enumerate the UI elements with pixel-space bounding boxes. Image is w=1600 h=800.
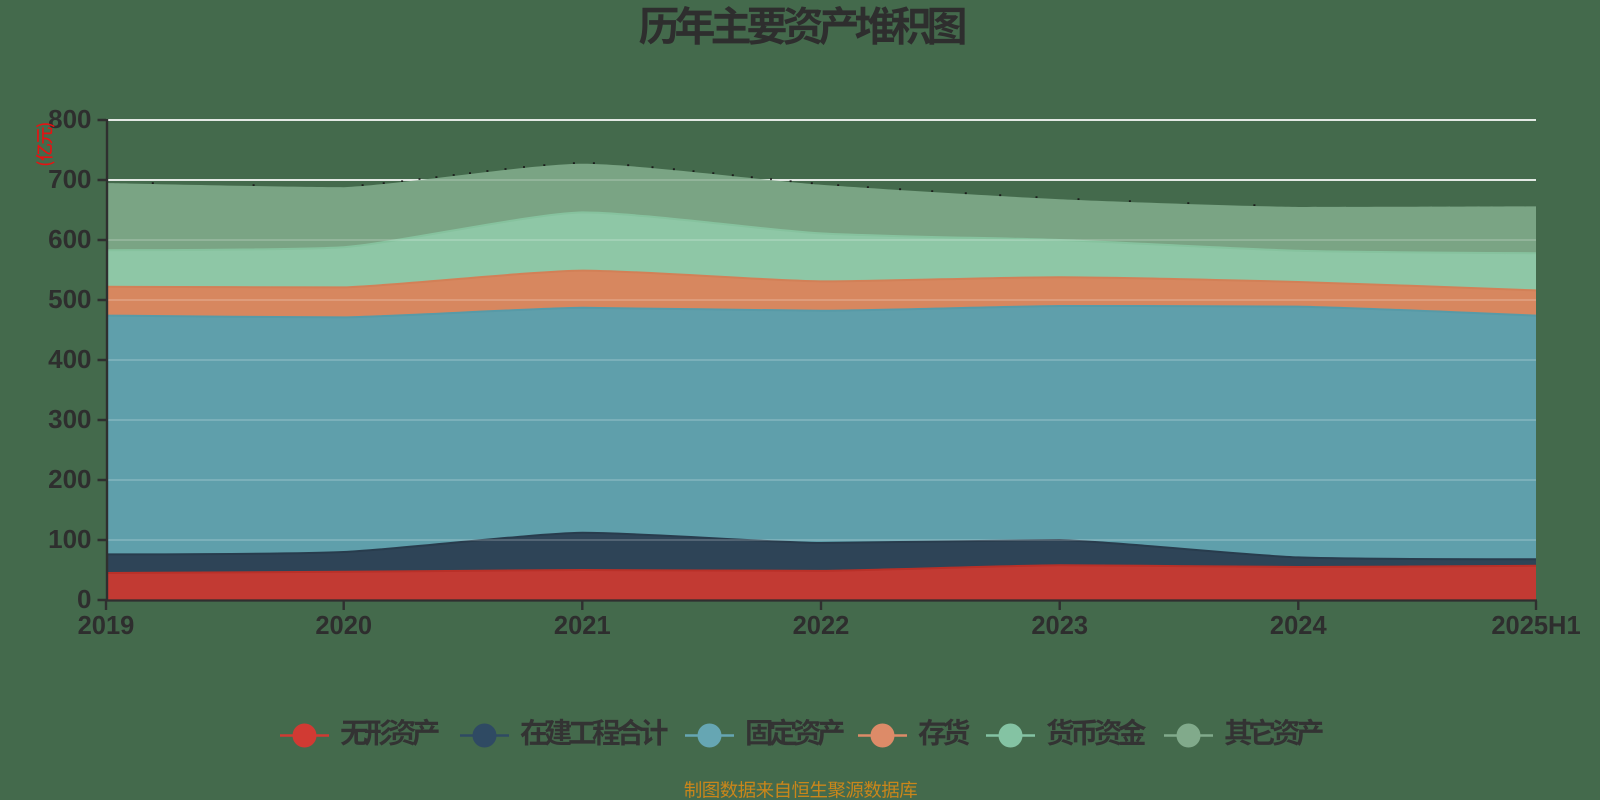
svg-text:500: 500 bbox=[48, 284, 91, 314]
svg-text:300: 300 bbox=[48, 404, 91, 434]
svg-text:2023: 2023 bbox=[1031, 612, 1088, 640]
svg-text:2019: 2019 bbox=[78, 612, 135, 640]
svg-text:2025H1: 2025H1 bbox=[1491, 612, 1580, 640]
svg-text:700: 700 bbox=[48, 164, 91, 194]
svg-text:2024: 2024 bbox=[1270, 612, 1328, 640]
svg-text:2020: 2020 bbox=[315, 612, 372, 640]
svg-text:2022: 2022 bbox=[793, 612, 850, 640]
svg-text:0: 0 bbox=[77, 584, 91, 614]
svg-text:600: 600 bbox=[48, 224, 91, 254]
svg-text:800: 800 bbox=[48, 104, 91, 134]
svg-text:200: 200 bbox=[48, 464, 91, 494]
svg-text:400: 400 bbox=[48, 344, 91, 374]
svg-text:2021: 2021 bbox=[554, 612, 611, 640]
svg-text:100: 100 bbox=[48, 524, 91, 554]
